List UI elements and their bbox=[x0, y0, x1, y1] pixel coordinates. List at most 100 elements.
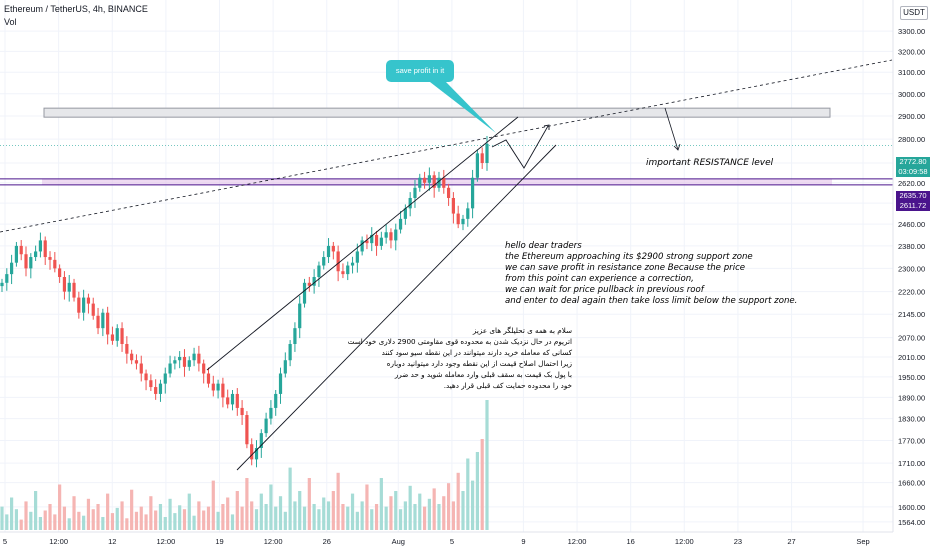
channel-upper-line[interactable] bbox=[206, 116, 519, 371]
price-tick-label: 2300.00 bbox=[898, 264, 925, 273]
volume-bar bbox=[331, 491, 335, 530]
price-tick-label: 2380.00 bbox=[898, 242, 925, 251]
candle-body bbox=[96, 315, 100, 329]
channel-lower-line[interactable] bbox=[236, 144, 557, 471]
candle-body bbox=[77, 297, 81, 313]
volume-bar bbox=[485, 400, 489, 530]
candle-body bbox=[413, 187, 417, 198]
level-tag-upper[interactable]: 2635.70 bbox=[896, 191, 930, 201]
volume-bar bbox=[192, 515, 196, 530]
candle-body bbox=[341, 271, 345, 275]
time-axis-labels[interactable]: 5 12:00 12 12:00 19 12:00 26 Aug 5 9 12:00 16 12:00 2… bbox=[3, 537, 870, 546]
volume-bar bbox=[173, 513, 177, 530]
candle-body bbox=[0, 282, 4, 287]
candle-body bbox=[38, 240, 43, 252]
note-line: کسانی که معامله خرید دارند میتوانند در ا… bbox=[381, 348, 572, 357]
note-line: hello dear traders bbox=[505, 241, 582, 251]
note-line: زیرا احتمال اصلاح قیمت از این نقطه وجود … bbox=[386, 359, 572, 368]
last-price-tag[interactable]: 2772.80 03:09:58 bbox=[896, 157, 930, 177]
volume-bar bbox=[461, 491, 465, 530]
level-tag-lower[interactable]: 2611.72 bbox=[896, 201, 930, 211]
volume-bar bbox=[408, 485, 412, 530]
volume-bar bbox=[302, 506, 307, 530]
candle-body bbox=[370, 234, 374, 244]
support-zone[interactable] bbox=[42, 178, 832, 185]
volume-bar bbox=[62, 506, 67, 530]
volume-bar bbox=[341, 504, 345, 530]
time-tick-label: 16 bbox=[626, 537, 634, 546]
volume-bar bbox=[437, 504, 441, 530]
time-tick-label: 12:00 bbox=[156, 537, 175, 546]
candle-body bbox=[192, 353, 196, 361]
note-line: the Ethereum approaching its $2900 stron… bbox=[505, 252, 753, 262]
price-tick-label: 2900.00 bbox=[898, 112, 925, 121]
price-axis-labels[interactable]: 1564.00 1600.00 1660.00 1710.00 1770.00 1830.… bbox=[898, 27, 925, 527]
callout-bubble[interactable]: save profit in it bbox=[386, 60, 454, 82]
note-line: خود را محدوده حمایت کف قبلی قرار دهید. bbox=[443, 381, 572, 390]
resistance-label[interactable]: important RESISTANCE level bbox=[646, 158, 774, 168]
volume-bar bbox=[374, 504, 379, 530]
candle-body bbox=[72, 282, 76, 298]
price-tick-label: 1660.00 bbox=[898, 479, 925, 488]
candle-body bbox=[379, 237, 383, 246]
time-tick-label: Sep bbox=[856, 537, 869, 546]
time-tick-label: 12:00 bbox=[568, 537, 587, 546]
volume-bar bbox=[48, 504, 52, 530]
candle-body bbox=[226, 397, 230, 405]
candle-body bbox=[254, 447, 259, 460]
candle-body bbox=[144, 373, 148, 381]
volume-bar bbox=[216, 511, 220, 530]
price-tick-label: 1564.00 bbox=[898, 518, 925, 527]
projection-arrow-head bbox=[543, 124, 550, 130]
note-line: با پول بک قیمت به سقف قبلی وارد معامله ش… bbox=[394, 370, 572, 379]
time-tick-label: 5 bbox=[3, 537, 7, 546]
price-tick-label: 1950.00 bbox=[898, 373, 925, 382]
volume-bar bbox=[317, 509, 321, 530]
resistance-zone[interactable] bbox=[43, 107, 831, 118]
candle-body bbox=[437, 177, 441, 188]
volume-bar bbox=[58, 484, 62, 530]
candle-body bbox=[355, 251, 359, 263]
volume-bar bbox=[466, 458, 470, 530]
candle-body bbox=[115, 328, 119, 341]
symbol-title[interactable]: Ethereum / TetherUS, 4h, BINANCE bbox=[4, 4, 148, 14]
volume-bar bbox=[403, 501, 407, 530]
price-tick-label: 1830.00 bbox=[898, 415, 925, 424]
candle-body bbox=[245, 415, 249, 445]
volume-bar bbox=[38, 517, 43, 530]
candle-body bbox=[451, 197, 455, 214]
volume-bar bbox=[182, 509, 187, 530]
price-tick-label: 1600.00 bbox=[898, 503, 925, 512]
volume-bar bbox=[14, 509, 19, 530]
time-tick-label: 19 bbox=[215, 537, 223, 546]
candle-body bbox=[446, 187, 451, 198]
price-tick-label: 3300.00 bbox=[898, 27, 925, 36]
volume-bar bbox=[422, 506, 427, 530]
currency-badge[interactable]: USDT bbox=[900, 6, 928, 20]
candle-body bbox=[163, 373, 167, 384]
candle-body bbox=[240, 407, 244, 416]
volume-bar bbox=[149, 496, 153, 530]
price-tick-label: 1890.00 bbox=[898, 393, 925, 402]
volume-bar bbox=[336, 472, 340, 530]
volume-bar bbox=[278, 496, 283, 530]
english-note[interactable]: hello dear traders the Ethereum approach… bbox=[505, 241, 797, 307]
time-tick-label: 12:00 bbox=[675, 537, 694, 546]
volume-bar bbox=[413, 504, 417, 530]
volume-bar bbox=[96, 504, 100, 530]
persian-note[interactable]: سلام به همه ی تحلیلگر های عزیز اتریوم در… bbox=[348, 325, 572, 391]
dashed-trendline[interactable] bbox=[0, 59, 893, 233]
candle-body bbox=[149, 380, 153, 388]
candle-body bbox=[278, 373, 283, 394]
volume-bar bbox=[106, 493, 110, 530]
projection-path[interactable] bbox=[491, 125, 549, 169]
note-line: we can wait for price pullback in previo… bbox=[505, 285, 704, 295]
volume-bar bbox=[442, 496, 446, 530]
volume-bar bbox=[360, 501, 364, 530]
price-tick-label: 2620.00 bbox=[898, 179, 925, 188]
volume-indicator-label[interactable]: Vol bbox=[4, 17, 17, 27]
candle-body bbox=[158, 383, 163, 394]
candle-body bbox=[250, 444, 254, 460]
candle-body bbox=[14, 245, 19, 263]
